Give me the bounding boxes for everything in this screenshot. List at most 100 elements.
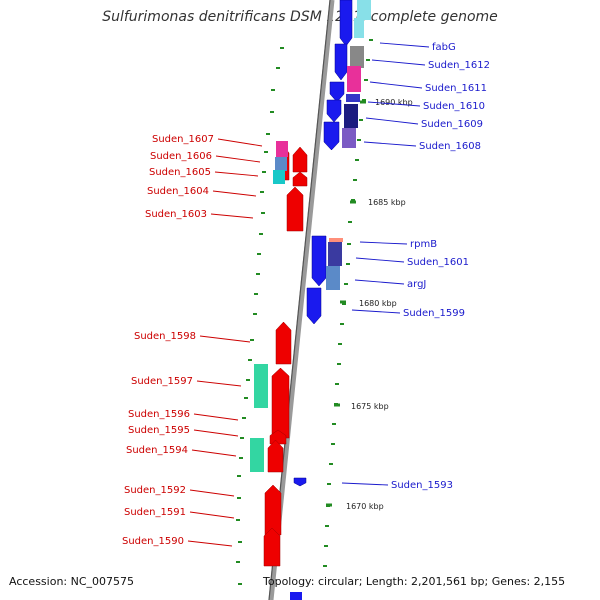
reverse-leader-line	[359, 241, 408, 245]
feature-block	[350, 46, 364, 68]
tick-mark	[260, 191, 264, 193]
tick-mark	[266, 133, 270, 135]
tick-mark	[270, 111, 274, 113]
tick-mark	[253, 313, 257, 315]
scale-tick	[334, 403, 340, 407]
reverse-gene-label: Suden_1610	[423, 101, 485, 112]
reverse-leader-line	[351, 309, 401, 314]
scale-tick	[350, 200, 356, 204]
forward-gene-arrow	[292, 171, 308, 187]
tick-mark	[238, 541, 242, 543]
scale-tick	[340, 300, 346, 304]
tick-mark	[324, 545, 328, 547]
forward-gene-label: Suden_1595	[128, 425, 190, 436]
tick-mark	[344, 283, 348, 285]
tick-mark	[353, 179, 357, 181]
tick-mark	[355, 159, 359, 161]
reverse-gene-label: Suden_1593	[391, 480, 453, 491]
reverse-leader-line	[341, 482, 389, 486]
tick-mark	[369, 39, 373, 41]
reverse-gene-arrow	[323, 121, 340, 151]
tick-mark	[359, 119, 363, 121]
reverse-gene-label: argJ	[407, 279, 426, 290]
reverse-gene-label: Suden_1609	[421, 119, 483, 130]
reverse-gene-label: fabG	[432, 42, 456, 53]
forward-gene-label: Suden_1590	[122, 536, 184, 547]
forward-leader-line	[187, 540, 233, 547]
tick-mark	[238, 583, 242, 585]
tick-mark	[271, 89, 275, 91]
reverse-gene-arrow	[326, 99, 342, 123]
tick-mark	[347, 243, 351, 245]
tick-mark	[242, 417, 246, 419]
forward-leader-line	[217, 138, 263, 147]
scale-tick	[326, 503, 332, 507]
tick-mark	[362, 99, 366, 101]
reverse-gene-label: Suden_1612	[428, 60, 490, 71]
forward-leader-line	[196, 380, 242, 387]
feature-block	[276, 141, 288, 157]
tick-mark	[257, 253, 261, 255]
tick-mark	[329, 463, 333, 465]
tick-mark	[337, 363, 341, 365]
tick-mark	[346, 263, 350, 265]
reverse-leader-line	[379, 42, 430, 48]
reverse-leader-line	[365, 117, 419, 125]
feature-block	[329, 238, 343, 242]
tick-mark	[256, 273, 260, 275]
tick-mark	[240, 437, 244, 439]
reverse-leader-line	[354, 279, 405, 285]
tick-mark	[236, 519, 240, 521]
forward-gene-label: Suden_1591	[124, 507, 186, 518]
forward-gene-label: Suden_1592	[124, 485, 186, 496]
tick-mark	[259, 233, 263, 235]
reverse-gene-arrow	[311, 235, 327, 287]
tick-mark	[364, 79, 368, 81]
tick-mark	[239, 457, 243, 459]
forward-gene-arrow	[271, 367, 290, 439]
forward-leader-line	[199, 335, 251, 343]
tick-mark	[246, 379, 250, 381]
reverse-leader-line	[367, 101, 421, 107]
reverse-gene-arrow	[306, 287, 322, 325]
forward-leader-line	[193, 413, 239, 421]
tick-mark	[351, 199, 355, 201]
forward-leader-line	[215, 155, 261, 163]
tick-mark	[342, 303, 346, 305]
reverse-gene-label: rpmB	[410, 239, 437, 250]
feature-block	[250, 438, 264, 472]
reverse-leader-line	[355, 257, 405, 263]
forward-leader-line	[210, 213, 254, 219]
forward-gene-label: Suden_1594	[126, 445, 188, 456]
feature-block	[273, 170, 285, 184]
reverse-gene-arrow	[329, 81, 345, 103]
forward-gene-arrow	[286, 186, 304, 232]
forward-leader-line	[189, 489, 235, 497]
forward-leader-line	[214, 171, 259, 177]
reverse-gene-arrow	[339, 0, 353, 47]
reverse-gene-arrow	[334, 43, 348, 81]
scale-label: 1675 kbp	[351, 402, 389, 411]
scale-label: 1670 kbp	[346, 502, 384, 511]
forward-gene-label: Suden_1604	[147, 186, 209, 197]
reverse-gene-label: Suden_1608	[419, 141, 481, 152]
tick-mark	[244, 397, 248, 399]
reverse-leader-line	[371, 59, 426, 66]
tick-mark	[335, 383, 339, 385]
forward-gene-label: Suden_1598	[134, 331, 196, 342]
reverse-gene-label: Suden_1599	[403, 308, 465, 319]
feature-block	[344, 104, 358, 128]
tick-mark	[327, 483, 331, 485]
forward-gene-arrow	[292, 146, 308, 173]
forward-gene-label: Suden_1597	[131, 376, 193, 387]
reverse-leader-line	[369, 81, 423, 89]
reverse-leader-line	[363, 141, 417, 147]
scale-label: 1680 kbp	[359, 299, 397, 308]
feature-block	[254, 364, 268, 408]
tick-mark	[237, 475, 241, 477]
forward-gene-arrow	[264, 484, 282, 536]
feature-block	[342, 128, 356, 148]
tick-mark	[340, 323, 344, 325]
tick-mark	[262, 171, 266, 173]
